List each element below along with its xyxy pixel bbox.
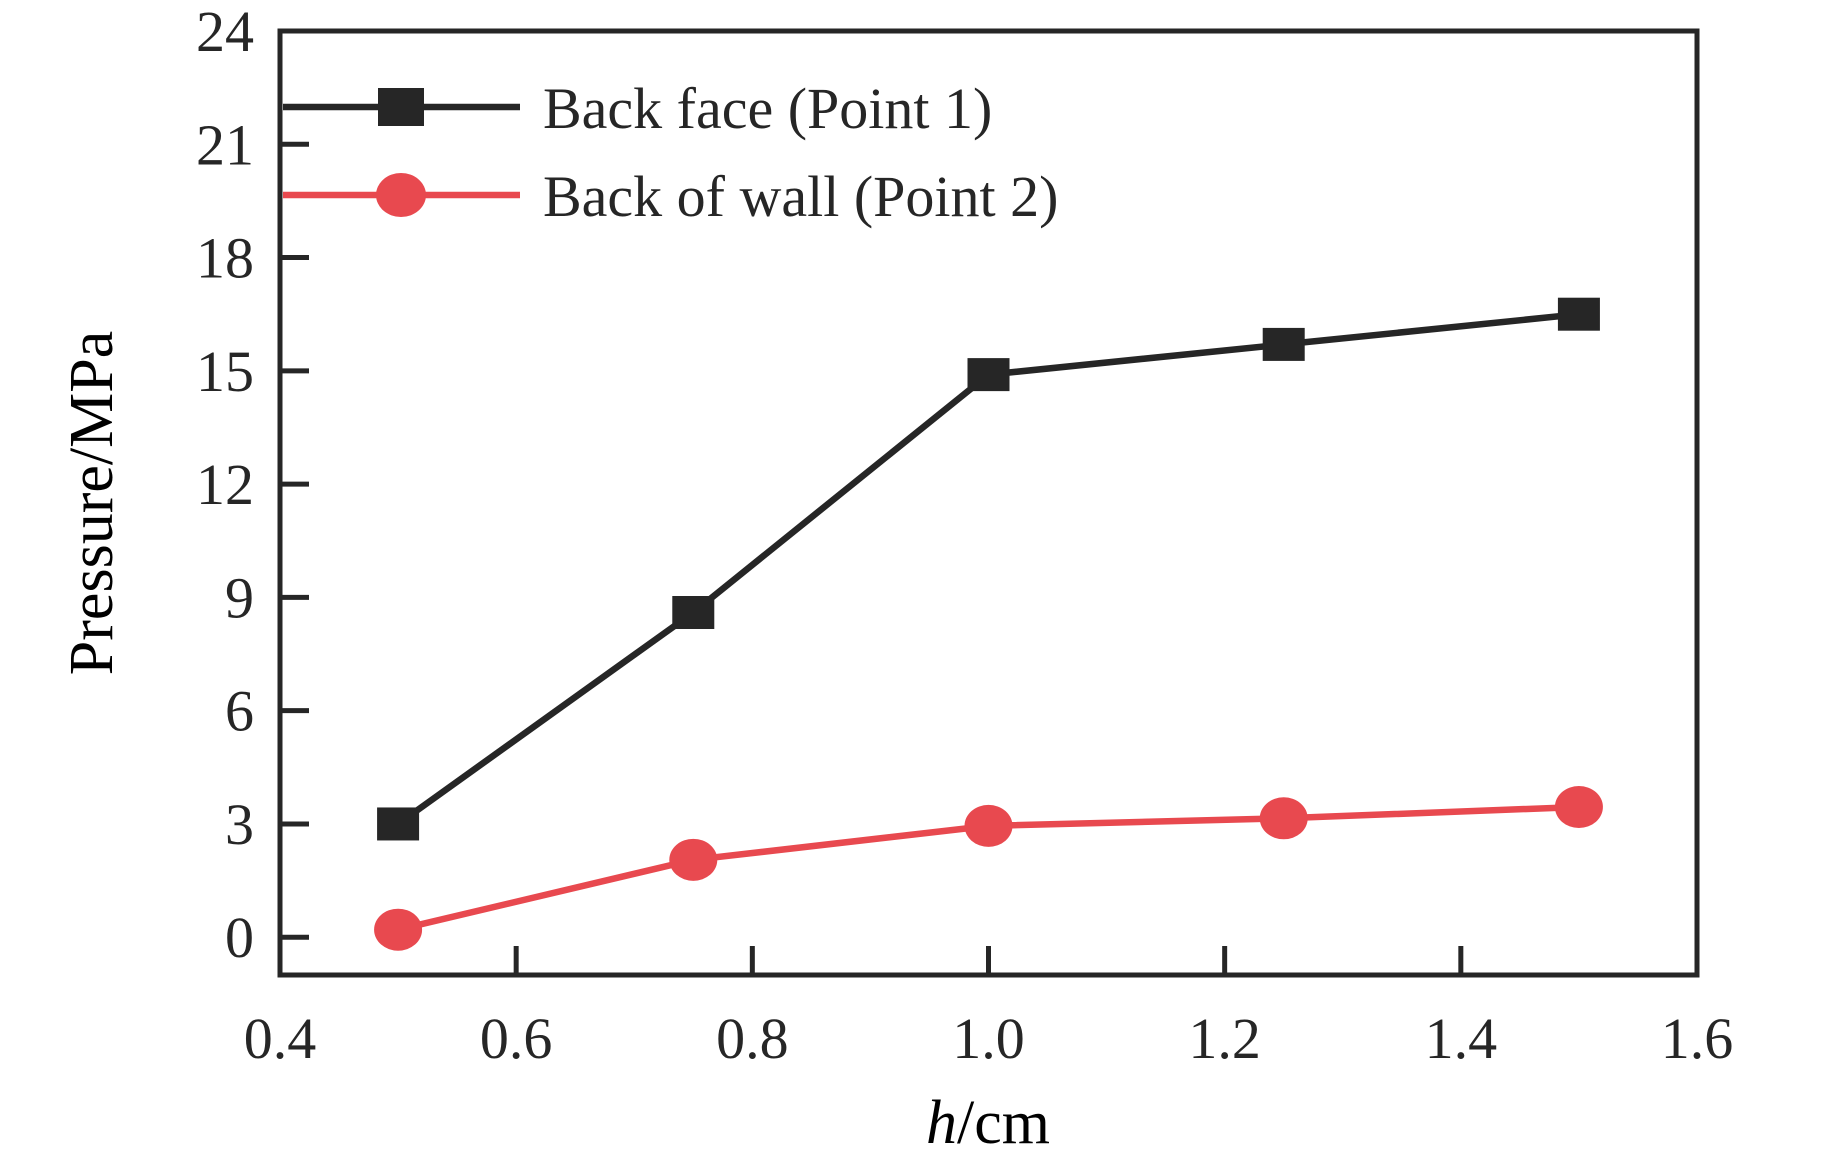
data-point xyxy=(1554,785,1603,828)
legend-label: Back face (Point 1) xyxy=(543,76,992,141)
x-tick-label: 1.0 xyxy=(952,1006,1025,1071)
y-axis-ticks xyxy=(282,28,309,940)
x-axis-ticks xyxy=(513,946,1464,973)
plot-border xyxy=(277,28,1700,978)
data-point xyxy=(377,807,420,841)
legend: Back face (Point 1) Back of wall (Point 2… xyxy=(283,76,1058,229)
y-tick-label: 24 xyxy=(196,0,254,64)
x-tick-label: 0.8 xyxy=(716,1006,789,1071)
y-tick-label: 6 xyxy=(225,679,254,744)
legend-label: Back of wall (Point 2) xyxy=(543,164,1058,229)
legend-entry: Back face (Point 1) xyxy=(283,76,992,141)
data-point xyxy=(964,804,1013,847)
data-point xyxy=(1259,797,1308,840)
data-series xyxy=(374,297,1603,951)
data-point xyxy=(374,908,423,951)
data-point xyxy=(1262,327,1305,361)
series-square xyxy=(377,297,1600,841)
legend-entry: Back of wall (Point 2) xyxy=(283,164,1058,229)
y-axis-title: Pressure/MPa xyxy=(58,331,126,675)
y-tick-label: 18 xyxy=(196,226,254,291)
y-axis-tick-labels: 0 3 6 9 12 15 18 21 24 xyxy=(196,0,254,970)
y-tick-label: 15 xyxy=(196,339,254,404)
y-tick-label: 12 xyxy=(196,452,254,517)
x-tick-label: 0.4 xyxy=(244,1006,317,1071)
x-axis-tick-labels: 0.4 0.6 0.8 1.0 1.2 1.4 1.6 xyxy=(244,1006,1734,1071)
x-tick-label: 1.6 xyxy=(1661,1006,1734,1071)
x-axis-title: h/cm xyxy=(926,1089,1050,1157)
y-tick-label: 3 xyxy=(225,792,254,857)
x-axis-title-unit: /cm xyxy=(957,1089,1050,1157)
x-tick-label: 1.4 xyxy=(1425,1006,1498,1071)
data-point xyxy=(967,358,1010,392)
y-tick-label: 0 xyxy=(225,905,254,970)
x-tick-label: 0.6 xyxy=(480,1006,553,1071)
legend-marker-circle xyxy=(376,173,426,217)
x-tick-label: 1.2 xyxy=(1188,1006,1261,1071)
series-circle xyxy=(374,785,1603,951)
data-point xyxy=(1557,297,1600,331)
data-point xyxy=(669,838,718,881)
y-tick-label: 21 xyxy=(196,112,254,177)
data-point xyxy=(672,596,715,630)
x-axis-title-symbol: h xyxy=(926,1089,957,1157)
y-tick-label: 9 xyxy=(225,565,254,630)
legend-marker-square xyxy=(378,88,424,126)
